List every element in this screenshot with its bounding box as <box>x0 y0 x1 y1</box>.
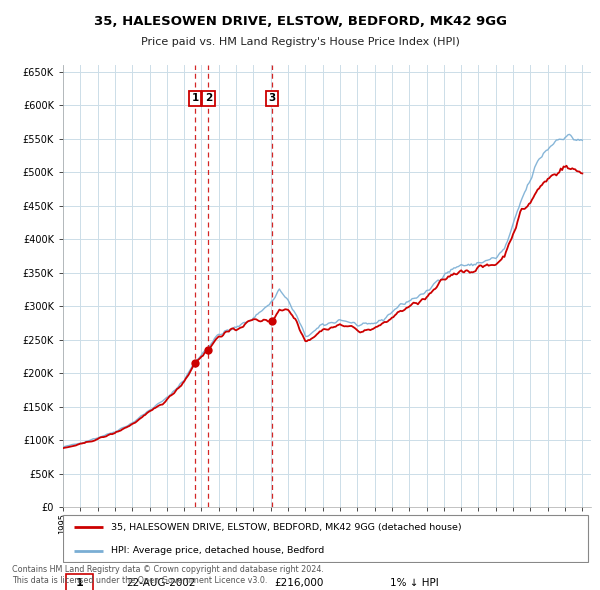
Text: 35, HALESOWEN DRIVE, ELSTOW, BEDFORD, MK42 9GG: 35, HALESOWEN DRIVE, ELSTOW, BEDFORD, MK… <box>94 15 506 28</box>
FancyBboxPatch shape <box>63 515 589 562</box>
Text: £216,000: £216,000 <box>274 578 323 588</box>
Text: 35, HALESOWEN DRIVE, ELSTOW, BEDFORD, MK42 9GG (detached house): 35, HALESOWEN DRIVE, ELSTOW, BEDFORD, MK… <box>110 523 461 532</box>
Text: Price paid vs. HM Land Registry's House Price Index (HPI): Price paid vs. HM Land Registry's House … <box>140 37 460 47</box>
Text: 3: 3 <box>268 93 275 103</box>
FancyBboxPatch shape <box>65 574 93 590</box>
Text: 1: 1 <box>76 578 83 588</box>
Text: 1: 1 <box>191 93 199 103</box>
Text: 2: 2 <box>205 93 212 103</box>
Text: 1% ↓ HPI: 1% ↓ HPI <box>391 578 439 588</box>
Text: Contains HM Land Registry data © Crown copyright and database right 2024.
This d: Contains HM Land Registry data © Crown c… <box>12 565 324 585</box>
Text: 22-AUG-2002: 22-AUG-2002 <box>127 578 196 588</box>
Text: HPI: Average price, detached house, Bedford: HPI: Average price, detached house, Bedf… <box>110 546 324 555</box>
